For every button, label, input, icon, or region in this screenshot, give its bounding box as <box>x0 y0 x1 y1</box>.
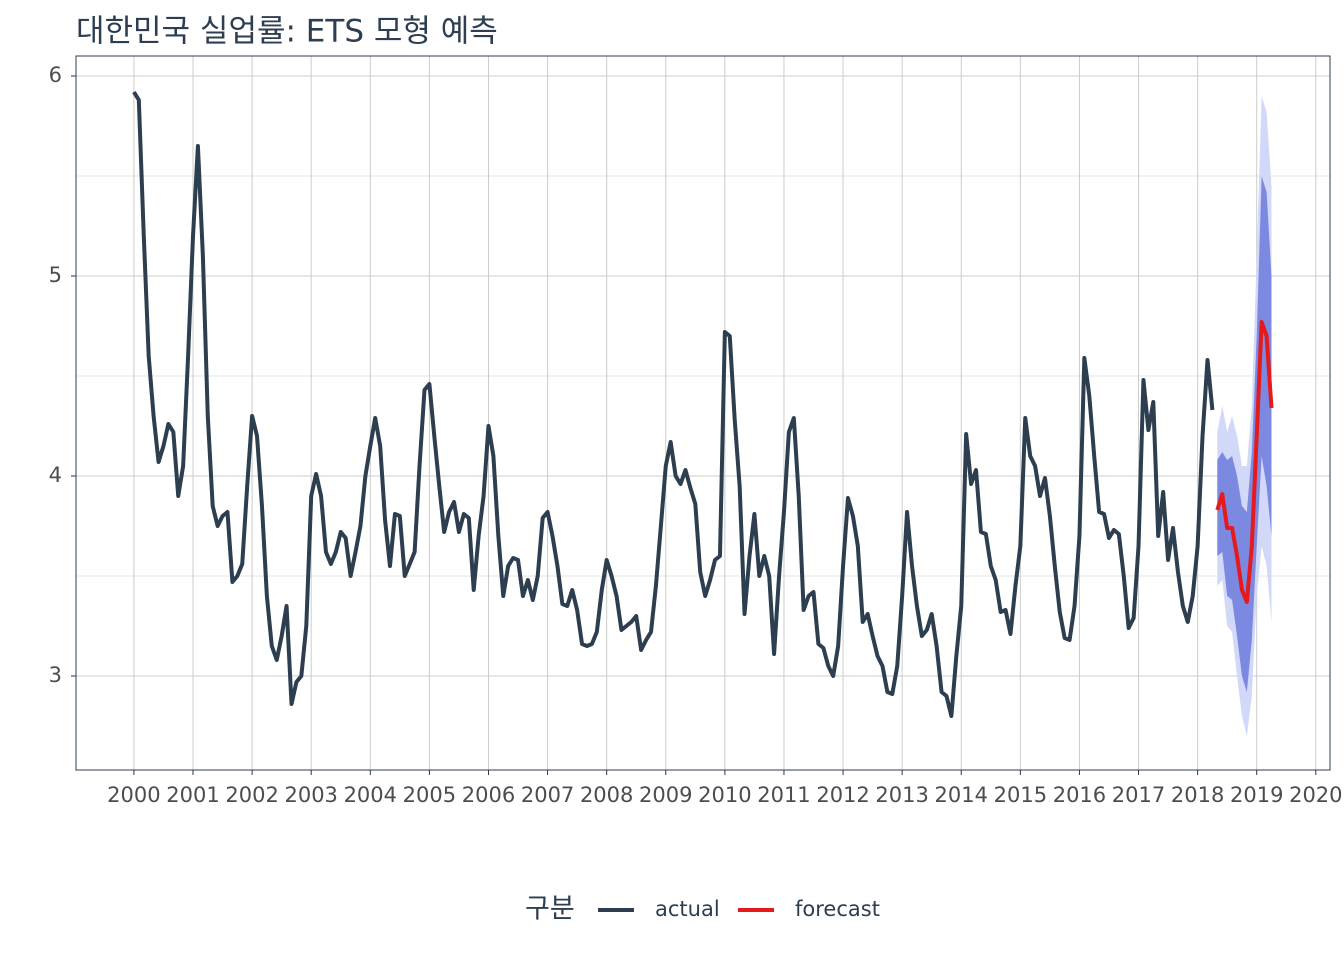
x-tick-label: 2019 <box>1230 783 1283 807</box>
x-tick-label: 2008 <box>580 783 633 807</box>
x-tick-label: 2007 <box>521 783 574 807</box>
x-tick-label: 2018 <box>1171 783 1224 807</box>
series-line <box>132 90 1215 718</box>
x-tick-label: 2003 <box>284 783 337 807</box>
x-tick-label: 2006 <box>462 783 515 807</box>
y-tick-label: 4 <box>49 463 62 487</box>
legend-title: 구분 <box>525 894 575 925</box>
panel-border <box>75 55 1331 771</box>
x-tick-label: 2010 <box>698 783 751 807</box>
x-tick-label: 2012 <box>816 783 869 807</box>
x-tick-label: 2013 <box>875 783 928 807</box>
x-tick-label: 2014 <box>935 783 988 807</box>
chart-title: 대한민국 실업률: ETS 모형 예측 <box>76 14 498 50</box>
y-tick-label: 6 <box>49 63 62 87</box>
x-tick-label: 2015 <box>994 783 1047 807</box>
legend-label: actual <box>655 897 720 921</box>
x-tick-label: 2002 <box>225 783 278 807</box>
prediction-band <box>1217 176 1272 692</box>
series-line <box>1215 320 1274 604</box>
x-tick-label: 2016 <box>1053 783 1106 807</box>
x-tick-label: 2020 <box>1289 783 1342 807</box>
y-tick-label: 5 <box>49 263 62 287</box>
x-tick-label: 2017 <box>1112 783 1165 807</box>
x-tick-label: 2011 <box>757 783 810 807</box>
x-tick-label: 2001 <box>166 783 219 807</box>
legend-label: forecast <box>795 897 880 921</box>
x-tick-label: 2005 <box>403 783 456 807</box>
x-tick-label: 2000 <box>107 783 160 807</box>
x-tick-label: 2009 <box>639 783 692 807</box>
x-tick-label: 2004 <box>344 783 397 807</box>
y-tick-label: 3 <box>49 663 62 687</box>
